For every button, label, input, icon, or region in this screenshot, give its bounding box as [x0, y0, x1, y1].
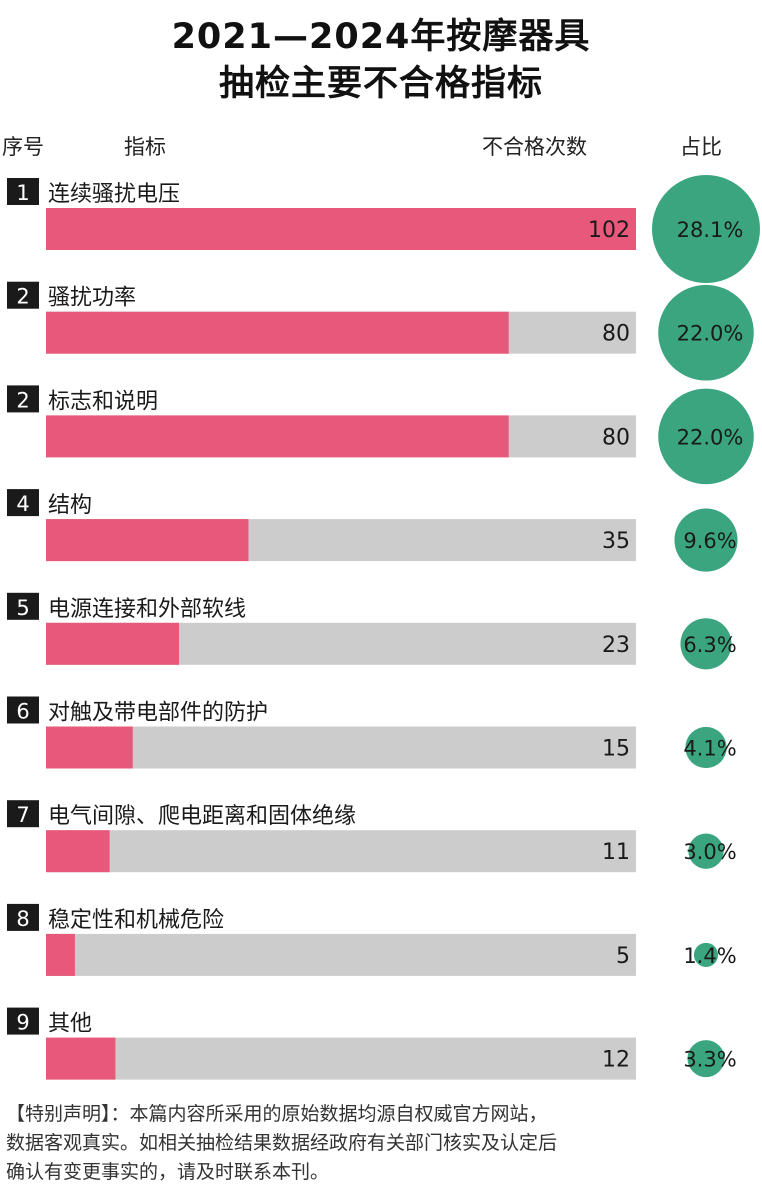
- share-label: 9.6%: [683, 529, 736, 553]
- bar-value: [46, 933, 75, 976]
- share-label: 4.1%: [683, 737, 736, 761]
- share-label: 1.4%: [683, 944, 736, 968]
- share-circle: [680, 618, 732, 670]
- bar-value-label: 5: [616, 944, 630, 969]
- bar-track: [46, 933, 636, 976]
- share-label: 3.0%: [683, 840, 736, 864]
- rank-badge: [7, 1007, 39, 1035]
- indicator-label: 其他: [48, 1012, 92, 1037]
- indicator-label: 对触及带电部件的防护: [48, 701, 268, 726]
- rank-number: 1: [16, 181, 29, 205]
- indicator-label: 连续骚扰电压: [48, 182, 180, 207]
- rank-number: 9: [16, 1011, 29, 1035]
- rank-badge: [7, 178, 39, 205]
- bar-value-label: 23: [602, 633, 630, 658]
- rank-badge: [7, 903, 39, 931]
- bar-value: [46, 726, 133, 769]
- bar-value-label: 102: [588, 218, 630, 243]
- bar-value: [46, 415, 509, 458]
- rank-badge: [7, 281, 39, 309]
- bar-value: [46, 830, 110, 873]
- share-label: 3.3%: [683, 1048, 736, 1072]
- indicator-label: 骚扰功率: [48, 286, 136, 311]
- bar-track: [46, 1037, 636, 1080]
- bar-value-label: 35: [602, 529, 630, 554]
- rank-number: 7: [16, 803, 29, 827]
- disclaimer-line-1: 【特别声明】：本篇内容所采用的原始数据均源自权威官方网站，: [6, 1103, 548, 1125]
- indicator-label: 结构: [48, 493, 92, 518]
- rank-number: 8: [16, 907, 29, 931]
- bar-value-label: 80: [602, 322, 630, 347]
- header-indicator: 指标: [124, 135, 166, 159]
- share-label: 22.0%: [677, 322, 744, 346]
- share-circle: [687, 1040, 725, 1078]
- bar-value-label: 80: [602, 425, 630, 450]
- header-count: 不合格次数: [482, 135, 587, 159]
- indicator-label: 电气间隙、爬电距离和固体绝缘: [48, 804, 356, 829]
- bar-value-label: 12: [602, 1048, 630, 1073]
- indicator-label: 稳定性和机械危险: [48, 908, 224, 933]
- share-circle: [652, 175, 760, 283]
- rank-badge: [7, 592, 39, 620]
- share-label: 6.3%: [683, 633, 736, 657]
- share-circle: [693, 942, 719, 967]
- rank-number: 4: [16, 492, 29, 516]
- rank-number: 2: [16, 388, 29, 412]
- rank-badge: [7, 385, 39, 413]
- rank-badge: [7, 800, 39, 828]
- bar-track: [46, 830, 636, 873]
- disclaimer-line-3: 确认有变更事实的，请及时联系本刊。: [6, 1161, 330, 1183]
- bar-value: [46, 622, 180, 665]
- share-circle: [688, 833, 724, 869]
- chart-title-line-1: 2021—2024年按摩器具: [171, 17, 591, 57]
- bar-value: [46, 208, 636, 250]
- share-label: 28.1%: [677, 218, 744, 242]
- rank-number: 2: [16, 285, 29, 309]
- chart-title-line-2: 抽检主要不合格指标: [218, 64, 543, 104]
- indicator-label: 标志和说明: [48, 389, 158, 414]
- bar-value: [46, 311, 509, 354]
- disclaimer-line-2: 数据客观真实。如相关抽检结果数据经政府有关部门核实及认定后: [6, 1132, 558, 1154]
- header-seq: 序号: [2, 135, 44, 159]
- share-circle: [674, 508, 738, 572]
- share-circle: [658, 284, 754, 381]
- rank-number: 5: [16, 596, 29, 620]
- indicator-label: 电源连接和外部软线: [48, 597, 246, 622]
- bar-track: [46, 726, 636, 769]
- rank-badge: [7, 696, 39, 724]
- share-circle: [685, 726, 727, 769]
- share-circle: [658, 388, 754, 485]
- bar-value: [46, 519, 249, 562]
- bar-value-label: 11: [602, 840, 630, 865]
- header-ratio: 占比: [680, 135, 722, 159]
- bar-value: [46, 1037, 116, 1080]
- share-label: 22.0%: [677, 425, 744, 449]
- rank-badge: [7, 489, 39, 517]
- bar-value-label: 15: [602, 737, 630, 762]
- rank-number: 6: [16, 700, 29, 724]
